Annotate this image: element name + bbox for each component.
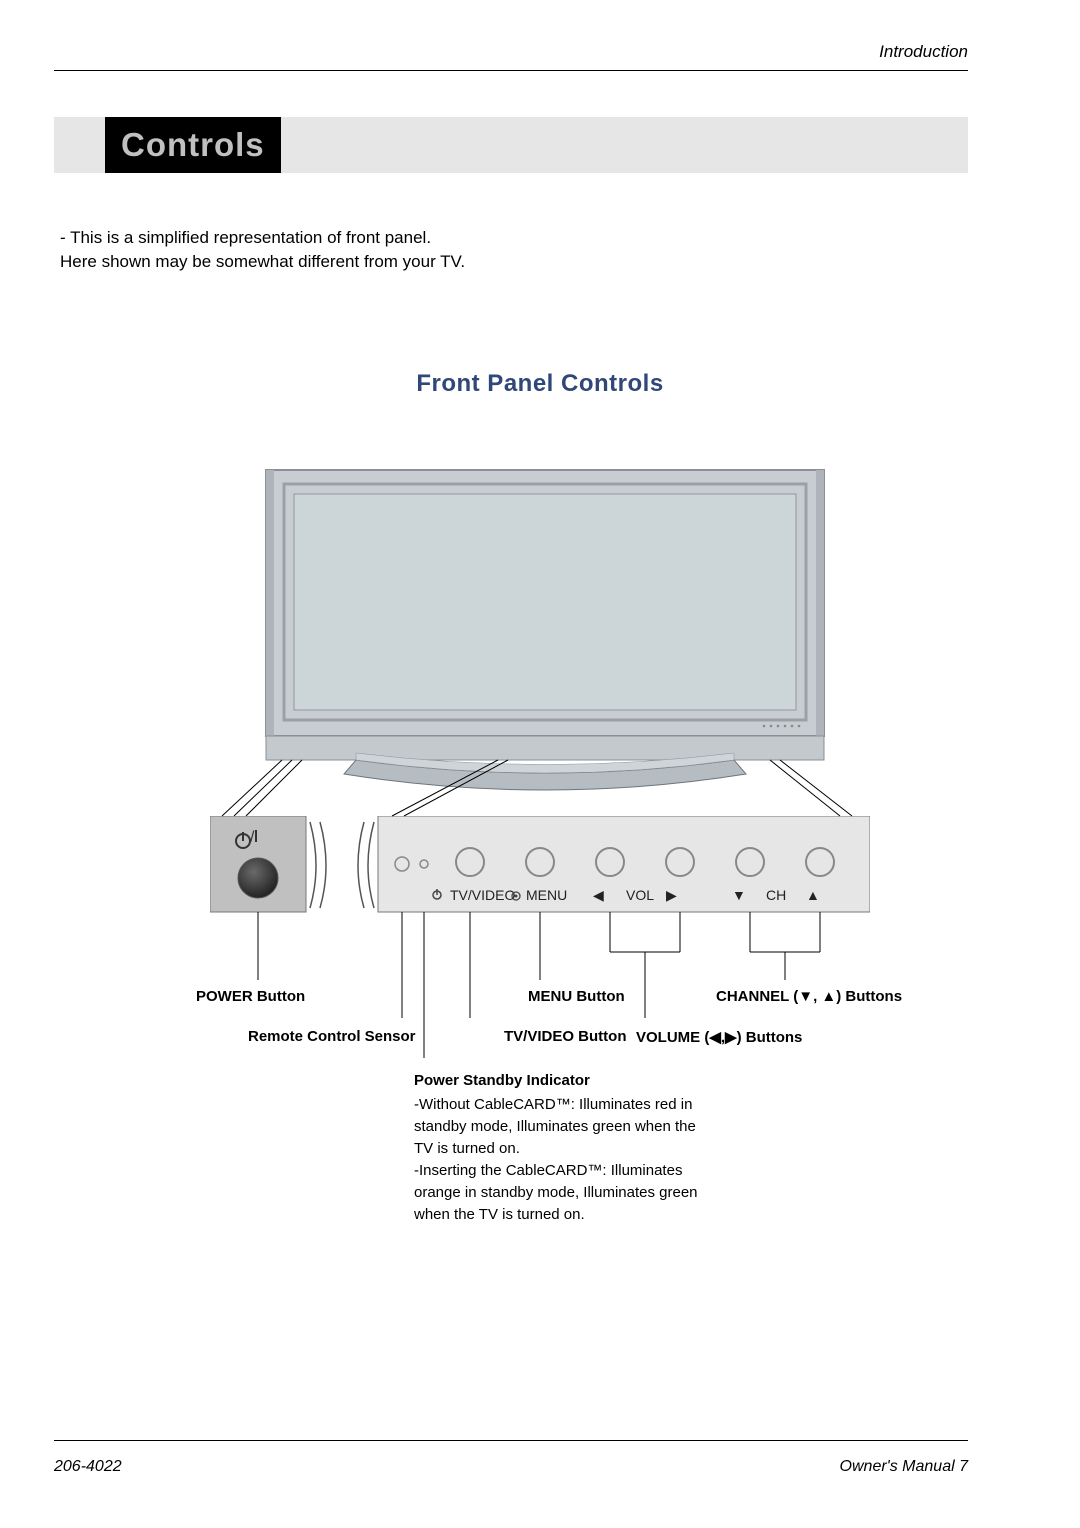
psi-line-1: -Without CableCARD™: Illuminates red in: [414, 1094, 698, 1116]
subheading: Front Panel Controls: [0, 370, 1080, 398]
footer-left: 206-4022: [54, 1458, 122, 1476]
psi-line-2: standby mode, Illuminates green when the: [414, 1116, 698, 1138]
callout-volume-buttons: VOLUME (◀,▶) Buttons: [636, 1028, 802, 1046]
callout-power-button: POWER Button: [196, 988, 305, 1005]
callout-tvvideo-button: TV/VIDEO Button: [504, 1028, 627, 1045]
psi-line-4: -Inserting the CableCARD™: Illuminates: [414, 1160, 698, 1182]
bottom-rule: [54, 1440, 968, 1441]
header-section-label: Introduction: [879, 42, 968, 62]
callout-menu-button: MENU Button: [528, 988, 625, 1005]
intro-text: - This is a simplified representation of…: [60, 226, 465, 274]
top-rule: [54, 70, 968, 71]
psi-line-6: when the TV is turned on.: [414, 1204, 698, 1226]
intro-line-1: - This is a simplified representation of…: [60, 226, 465, 250]
callout-remote-sensor: Remote Control Sensor: [248, 1028, 416, 1045]
footer-right: Owner's Manual 7: [840, 1458, 968, 1476]
callout-psi-desc: -Without CableCARD™: Illuminates red in …: [414, 1094, 698, 1226]
callout-channel-buttons: CHANNEL (▼, ▲) Buttons: [716, 988, 902, 1005]
psi-line-5: orange in standby mode, Illuminates gree…: [414, 1182, 698, 1204]
title-badge: Controls: [105, 117, 281, 173]
psi-line-3: TV is turned on.: [414, 1138, 698, 1160]
callout-psi-title: Power Standby Indicator: [414, 1072, 590, 1089]
intro-line-2: Here shown may be somewhat different fro…: [60, 250, 465, 274]
